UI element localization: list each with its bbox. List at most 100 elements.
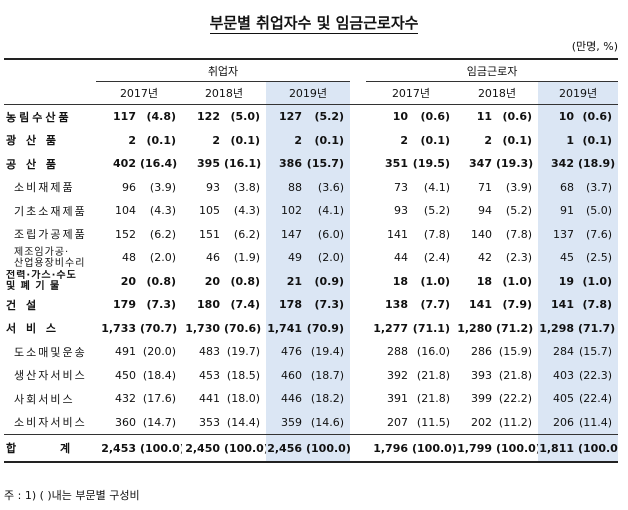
value-cell: 19 <box>538 269 578 293</box>
row-label: 생산자서비스 <box>14 369 87 383</box>
share-cell: (2.0) <box>306 246 350 270</box>
share-cell: (4.8) <box>146 110 176 124</box>
share-cell: (16.0) <box>416 345 450 359</box>
value-cell: 286 <box>471 345 492 359</box>
value-cell: 20 <box>204 274 220 288</box>
value-cell: 44 <box>394 251 408 265</box>
value-cell: 1,277 <box>373 321 408 335</box>
value-cell: 432 <box>115 392 136 406</box>
value-cell: 2,453 <box>96 434 140 463</box>
value-cell: 48 <box>122 251 136 265</box>
share-cell: (2.4) <box>423 251 450 265</box>
value-cell: 441 <box>199 392 220 406</box>
share-cell: (6.2) <box>149 227 176 241</box>
share-cell: (15.9) <box>498 345 532 359</box>
value-cell: 288 <box>387 345 408 359</box>
share-cell: (6.2) <box>233 227 260 241</box>
value-cell: 117 <box>113 110 136 124</box>
value-cell: 1,298 <box>538 316 578 340</box>
share-cell: (18.4) <box>142 368 176 382</box>
table-row: 서 비 스 1,733 (70.7) 1,730 (70.6) 1,741 (70.9) 1,… <box>4 316 619 340</box>
value-cell: 2,456 <box>266 434 306 463</box>
value-cell: 2 <box>128 133 136 147</box>
year-header-row: 2017년 2018년 2019년 2017년 2018년 2019년 <box>4 81 619 105</box>
table-row: 전력·가스·수도 및 폐 기 물 20 (0.8) 20 (0.8) 21 (0.9) 18 (1… <box>4 269 619 293</box>
share-cell: (3.6) <box>306 175 350 199</box>
share-cell: (3.7) <box>578 175 619 199</box>
share-cell: (7.7) <box>420 298 450 312</box>
share-cell: (2.5) <box>578 246 619 270</box>
share-cell: (5.0) <box>230 110 260 124</box>
share-cell: (100.0) <box>224 434 266 463</box>
value-cell: 122 <box>197 110 220 124</box>
share-cell: (2.3) <box>505 251 532 265</box>
value-cell: 96 <box>122 180 136 194</box>
share-cell: (5.2) <box>505 204 532 218</box>
value-cell: 10 <box>538 104 578 129</box>
value-cell: 147 <box>266 222 306 246</box>
value-cell: 2 <box>400 133 408 147</box>
value-cell: 137 <box>538 222 578 246</box>
value-cell: 2 <box>484 133 492 147</box>
value-cell: 18 <box>476 274 492 288</box>
value-cell: 105 <box>199 204 220 218</box>
year-header: 2019년 <box>266 81 350 105</box>
total-label: 합 계 <box>4 434 96 463</box>
share-cell: (100.0) <box>412 434 456 463</box>
value-cell: 11 <box>476 110 492 124</box>
table-row: 기초소재제품 104 (4.3) 105 (4.3) 102 (4.1) 93 (5.2) 94 (… <box>4 199 619 223</box>
row-label: 조립가공제품 <box>14 228 87 242</box>
table-row: 공 산 품 402 (16.4) 395 (16.1) 386 (15.7) 351 (19.5… <box>4 152 619 176</box>
row-label-line: 제조임가공· <box>14 246 70 258</box>
row-label-line: 전력·가스·수도 <box>6 270 77 282</box>
share-cell: (0.1) <box>146 133 176 147</box>
footnote: 주 : 1) ( )내는 부문별 구성비 <box>4 489 140 502</box>
value-cell: 94 <box>478 204 492 218</box>
row-label: 소비재제품 <box>14 181 75 195</box>
table-row: 제조임가공· 산업용장비수리 48 (2.0) 46 (1.9) 49 (2.0) 44 (2.4… <box>4 246 619 270</box>
share-cell: (7.8) <box>578 293 619 317</box>
value-cell: 104 <box>115 204 136 218</box>
share-cell: (11.2) <box>498 415 532 429</box>
value-cell: 21 <box>266 269 306 293</box>
share-cell: (14.6) <box>306 410 350 435</box>
value-cell: 138 <box>385 298 408 312</box>
value-cell: 68 <box>538 175 578 199</box>
share-cell: (7.8) <box>423 227 450 241</box>
share-cell: (4.1) <box>423 180 450 194</box>
value-cell: 207 <box>387 415 408 429</box>
row-label: 공 산 품 <box>6 157 60 171</box>
share-cell: (0.6) <box>420 110 450 124</box>
share-cell: (5.2) <box>423 204 450 218</box>
share-cell: (1.9) <box>233 251 260 265</box>
value-cell: 102 <box>266 199 306 223</box>
share-cell: (100.0) <box>140 434 182 463</box>
share-cell: (7.9) <box>502 298 532 312</box>
table-body: 농림수산품 117 (4.8) 122 (5.0) 127 (5.2) 10 (0.6) 11 (0… <box>4 104 619 463</box>
share-cell: (18.2) <box>306 387 350 411</box>
share-cell: (0.1) <box>420 133 450 147</box>
year-header: 2018년 <box>182 81 266 105</box>
year-header: 2017년 <box>96 81 182 105</box>
value-cell: 2 <box>212 133 220 147</box>
share-cell: (22.2) <box>498 392 532 406</box>
total-row: 합 계 2,453 (100.0) 2,450 (100.0) 2,456 (100.0) 1… <box>4 434 619 463</box>
share-cell: (6.0) <box>306 222 350 246</box>
row-label: 제조임가공· 산업용장비수리 <box>4 246 96 270</box>
value-cell: 1 <box>538 128 578 152</box>
share-cell: (0.6) <box>578 104 619 129</box>
value-cell: 1,796 <box>366 434 412 463</box>
share-cell: (22.4) <box>578 387 619 411</box>
table-row: 생산자서비스 450 (18.4) 453 (18.5) 460 (18.7) 392 (21.… <box>4 363 619 387</box>
value-cell: 1,730 <box>185 321 220 335</box>
share-cell: (100.0) <box>578 434 619 463</box>
share-cell: (19.7) <box>226 345 260 359</box>
share-cell: (0.6) <box>502 110 532 124</box>
share-cell: (70.7) <box>140 321 178 335</box>
share-cell: (7.3) <box>146 298 176 312</box>
employment-table: 취업자 임금근로자 2017년 2018년 2019년 2017년 2018년 … <box>4 58 619 463</box>
share-cell: (5.0) <box>578 199 619 223</box>
value-cell: 386 <box>266 152 306 176</box>
share-cell: (14.4) <box>226 415 260 429</box>
value-cell: 46 <box>206 251 220 265</box>
